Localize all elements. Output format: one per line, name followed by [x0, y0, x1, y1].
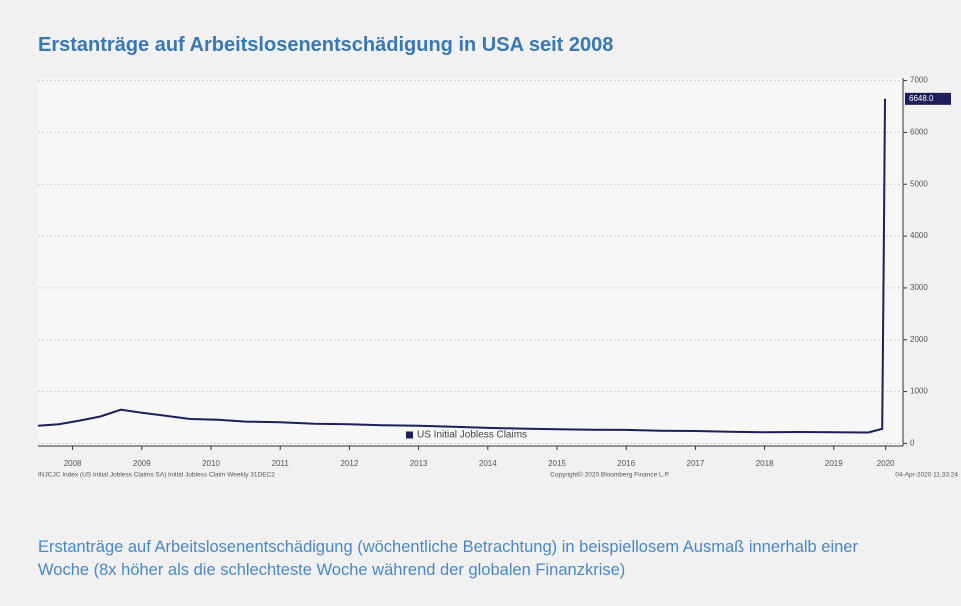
- y-tick-label: 4000: [910, 231, 928, 240]
- y-tick-label: 5000: [910, 179, 928, 188]
- value-label-box: [905, 92, 951, 105]
- y-tick-label: 1000: [910, 387, 928, 396]
- x-tick-label: 2016: [617, 459, 635, 468]
- x-tick-label: 2008: [64, 459, 82, 468]
- caption: Erstanträge auf Arbeitslosenentschädigun…: [38, 538, 858, 579]
- footer-right: 04-Apr-2020 11:33:24: [895, 472, 958, 479]
- grid: [38, 80, 907, 450]
- x-tick-label: 2018: [756, 459, 774, 468]
- y-tick-label: 2000: [910, 335, 928, 344]
- footer-center: Copyright© 2020 Bloomberg Finance L.P.: [550, 471, 670, 479]
- value-label: 6648.0: [909, 94, 934, 103]
- x-tick-label: 2013: [410, 459, 428, 468]
- y-tick-label: 0: [910, 439, 915, 448]
- y-tick-label: 6000: [910, 128, 928, 137]
- x-tick-label: 2019: [825, 459, 843, 468]
- footer-left: INJCJC Index (US Initial Jobless Claims …: [38, 472, 275, 479]
- x-tick-label: 2014: [479, 459, 497, 468]
- y-tick-label: 7000: [910, 76, 928, 85]
- x-tick-label: 2012: [341, 459, 359, 468]
- x-tick-label: 2009: [133, 459, 151, 468]
- legend-swatch: [406, 431, 413, 439]
- marks: [37, 92, 951, 434]
- legend-label: US Initial Jobless Claims: [417, 430, 527, 441]
- x-tick-label: 2010: [202, 459, 220, 468]
- chart-title: Erstanträge auf Arbeitslosenentschädigun…: [38, 34, 614, 56]
- y-tick-label: 3000: [910, 283, 928, 292]
- x-tick-label: 2020: [877, 459, 895, 468]
- series-line: [37, 98, 886, 434]
- x-tick-label: 2011: [272, 459, 290, 468]
- x-tick-label: 2015: [548, 459, 566, 468]
- x-tick-label: 2017: [687, 459, 705, 468]
- plot-area: [38, 78, 903, 446]
